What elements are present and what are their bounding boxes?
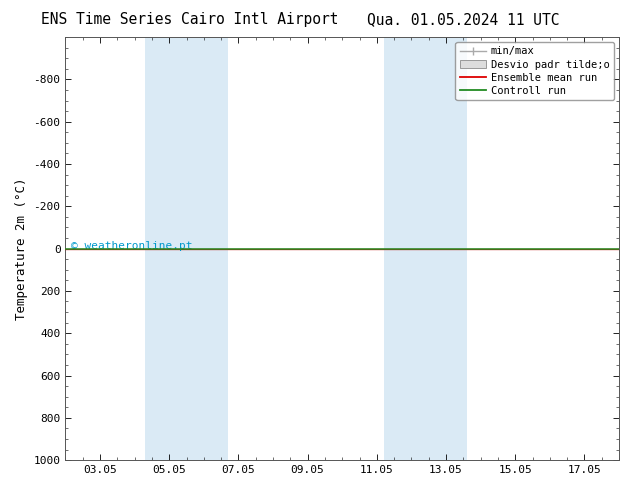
Text: © weatheronline.pt: © weatheronline.pt	[71, 242, 193, 251]
Bar	[384, 37, 467, 460]
Text: Qua. 01.05.2024 11 UTC: Qua. 01.05.2024 11 UTC	[366, 12, 559, 27]
Bar	[145, 37, 228, 460]
Legend: min/max, Desvio padr tilde;o, Ensemble mean run, Controll run: min/max, Desvio padr tilde;o, Ensemble m…	[455, 42, 614, 100]
Y-axis label: Temperature 2m (°C): Temperature 2m (°C)	[15, 177, 28, 320]
Text: ENS Time Series Cairo Intl Airport: ENS Time Series Cairo Intl Airport	[41, 12, 339, 27]
